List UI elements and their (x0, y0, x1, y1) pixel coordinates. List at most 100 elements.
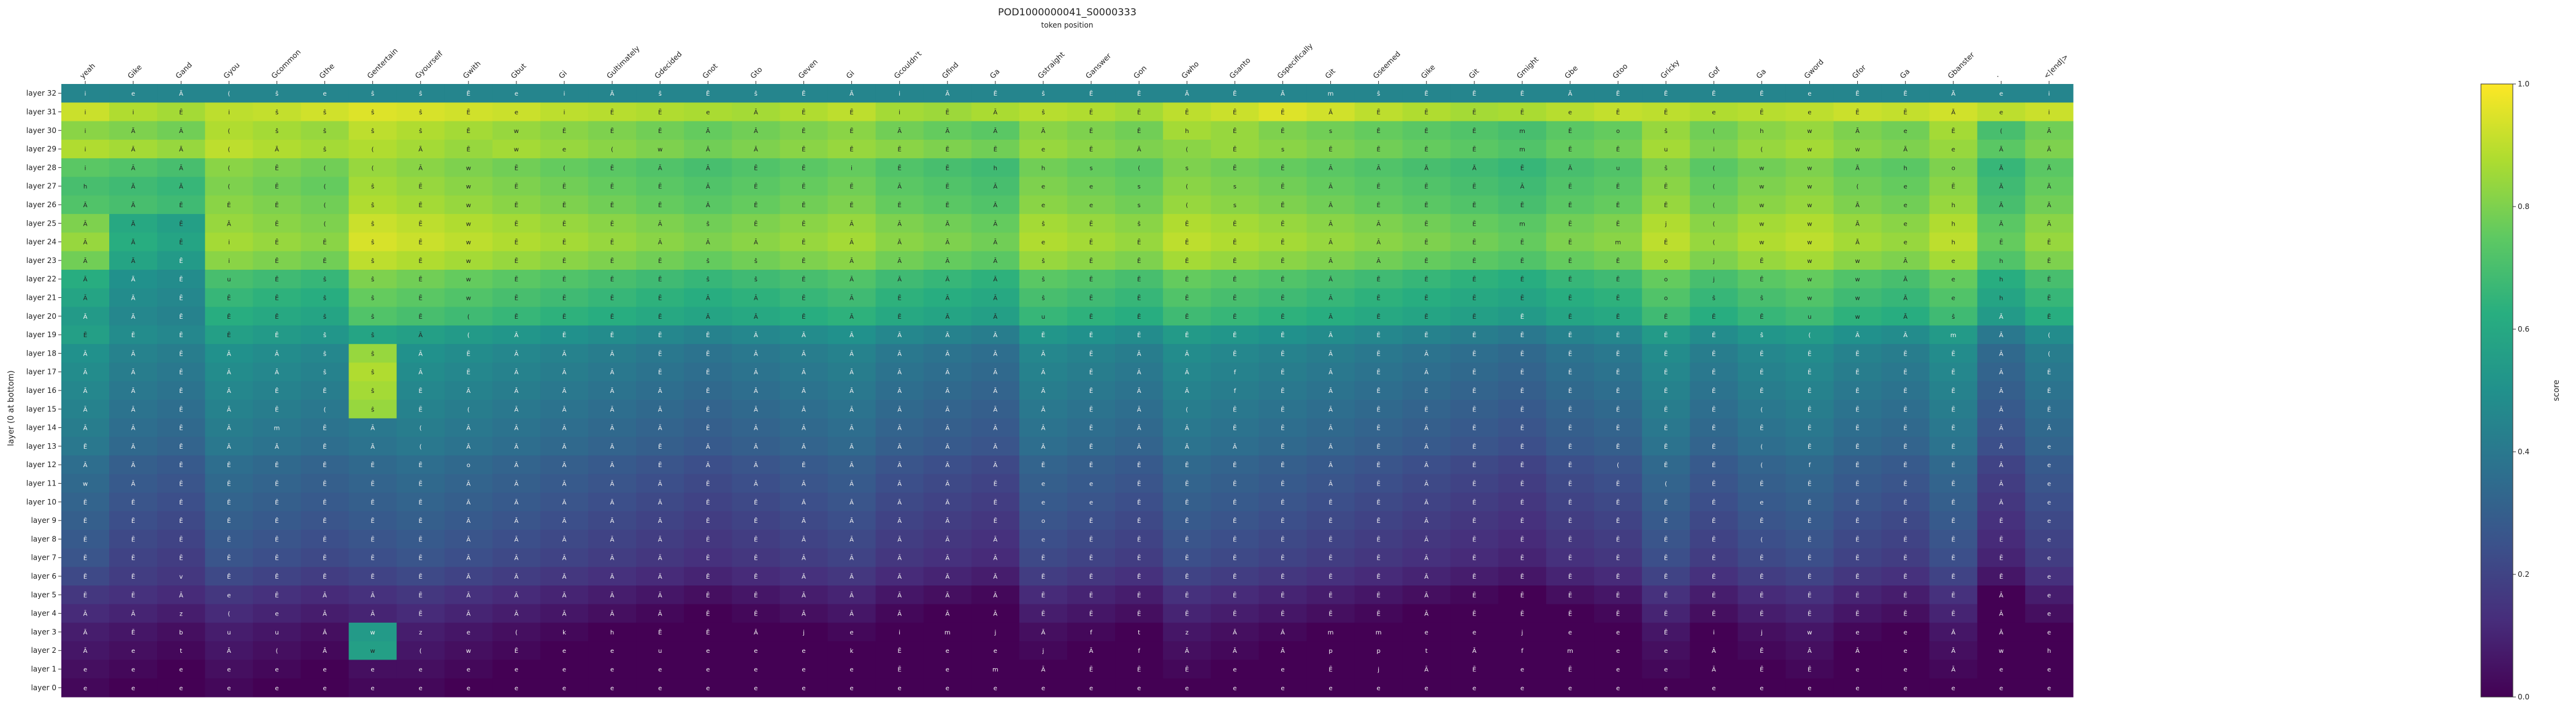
heatmap-cell (1450, 492, 1499, 512)
heatmap-cell (1881, 102, 1930, 122)
heatmap-cell (1977, 158, 2026, 178)
heatmap-cell (1881, 214, 1930, 233)
cell-label: Ã (945, 89, 949, 97)
cell-label: Ē (1807, 349, 1811, 357)
cell-label: Ē (227, 331, 231, 339)
heatmap-cell (588, 436, 637, 456)
cell-label: ŝ (371, 387, 374, 395)
heatmap-cell (1211, 214, 1259, 233)
cell-label: Ā (658, 164, 662, 172)
cell-label: Ē (1473, 145, 1476, 153)
cell-label: ŝ (275, 108, 278, 116)
cell-label: w (1807, 276, 1812, 283)
heatmap-cell (1402, 455, 1451, 474)
cell-label: Ē (802, 89, 805, 97)
heatmap-cell (1977, 344, 2026, 364)
cell-label: m (1519, 128, 1525, 135)
heatmap-cell (923, 288, 972, 308)
y-tick-label: layer 2 (31, 646, 56, 655)
heatmap-cell (923, 678, 972, 698)
cell-label: Ē (419, 554, 423, 562)
cell-label: Ē (1712, 591, 1715, 599)
cell-label: Ā (1328, 219, 1333, 227)
heatmap-cell (1067, 325, 1116, 344)
heatmap-cell (1450, 455, 1499, 474)
cell-label: Ē (1473, 201, 1476, 209)
cell-label: Ā (466, 610, 470, 618)
heatmap-cell (1450, 585, 1499, 604)
heatmap-cell (1498, 548, 1547, 568)
heatmap-cell (492, 362, 541, 382)
heatmap-cell (1450, 418, 1499, 438)
heatmap-cell (540, 251, 589, 270)
heatmap-cell (1594, 660, 1643, 679)
cell-label: Ã (1855, 219, 1860, 227)
heatmap-cell (1785, 270, 1834, 289)
cell-label: Ē (1089, 443, 1093, 451)
heatmap-cell (1785, 678, 1834, 698)
heatmap-cell (396, 660, 445, 679)
cell-label: Ā (993, 573, 997, 580)
heatmap-cell (1690, 455, 1738, 474)
heatmap-cell (1785, 604, 1834, 623)
cell-label: Ā (1281, 628, 1285, 636)
colorbar-tick-label: 0.0 (2518, 693, 2529, 701)
cell-label: Ē (1425, 238, 1428, 246)
cell-label: Ē (419, 313, 423, 321)
cell-label: Ē (1712, 535, 1715, 543)
cell-label: w (466, 165, 471, 172)
heatmap-cell (1259, 418, 1307, 438)
cell-label: Ā (562, 461, 567, 469)
heatmap-cell (875, 177, 924, 196)
cell-label: Ē (706, 424, 710, 432)
cell-label: Ā (1041, 424, 1046, 432)
cell-label: Ā (1137, 145, 1141, 153)
cell-label: Ā (897, 480, 902, 488)
cell-label: ( (2000, 128, 2003, 135)
cell-label: Ē (1233, 498, 1236, 506)
cell-label: Ā (706, 294, 710, 302)
y-tick-label: layer 14 (26, 424, 56, 432)
cell-label: Ē (1185, 238, 1189, 246)
cell-label: Ē (1712, 498, 1715, 506)
heatmap-cell (588, 362, 637, 382)
cell-label: Ā (802, 331, 806, 339)
cell-label: Ē (994, 498, 997, 506)
heatmap-cell (636, 232, 684, 252)
heatmap-cell (205, 102, 253, 122)
heatmap-cell (540, 102, 589, 122)
heatmap-cell (1306, 270, 1355, 289)
heatmap-cell (1306, 418, 1355, 438)
cell-label: Ē (1520, 573, 1524, 580)
heatmap-cell (1594, 641, 1643, 660)
cell-label: Ā (131, 387, 136, 395)
cell-label: Ē (1568, 331, 1572, 339)
cell-label: Ē (802, 145, 805, 153)
heatmap-cell (396, 325, 445, 344)
heatmap-cell (2025, 604, 2074, 623)
heatmap-cell (540, 530, 589, 549)
cell-label: e (1089, 184, 1093, 191)
cell-label: Ã (1903, 257, 1907, 265)
cell-label: ( (1712, 221, 1715, 227)
cell-label: Ē (1328, 610, 1332, 618)
heatmap-cell (827, 84, 876, 103)
heatmap-cell (205, 400, 253, 419)
cell-label: e (1712, 109, 1715, 116)
cell-label: u (1807, 314, 1811, 321)
cell-label: Ē (1089, 424, 1093, 432)
cell-label: Ē (1999, 238, 2003, 246)
heatmap-cell (492, 84, 541, 103)
heatmap-cell (301, 84, 350, 103)
heatmap-cell (1019, 604, 1068, 623)
heatmap-cell (1929, 418, 1978, 438)
heatmap-cell (2025, 288, 2074, 308)
heatmap-cell (1115, 436, 1163, 456)
heatmap-cell (1977, 139, 2026, 159)
heatmap-cell (2025, 270, 2074, 289)
x-tick-label: Gsanto (1228, 56, 1252, 80)
cell-label: Ā (993, 294, 997, 302)
heatmap-cell (875, 436, 924, 456)
heatmap-cell (1306, 585, 1355, 604)
cell-label: Ē (1328, 666, 1332, 674)
